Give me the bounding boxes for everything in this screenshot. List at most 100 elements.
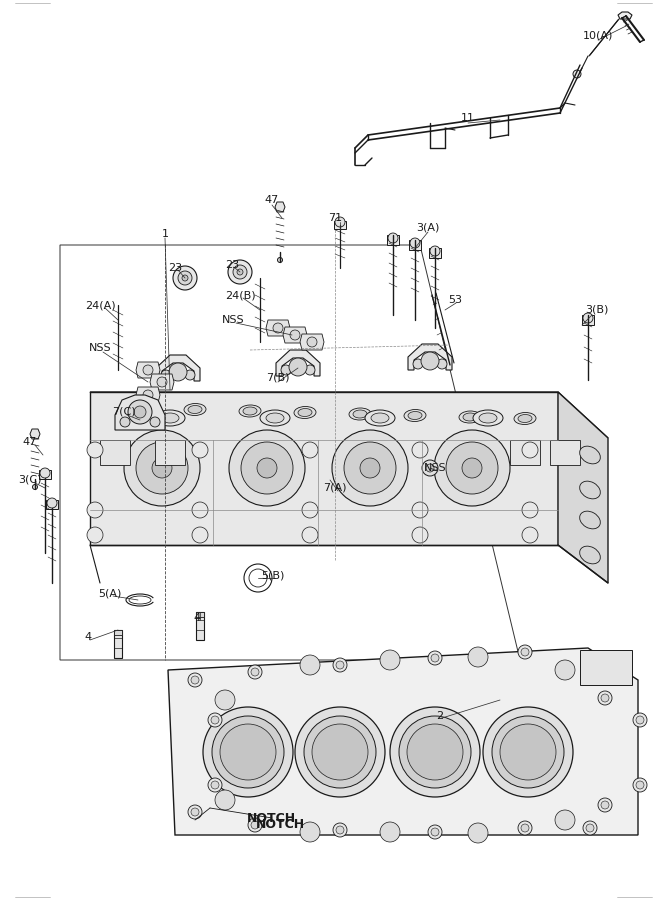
Circle shape [412, 442, 428, 458]
Circle shape [586, 824, 594, 832]
Text: NOTCH: NOTCH [246, 812, 295, 824]
Circle shape [462, 458, 482, 478]
Text: 7(B): 7(B) [266, 373, 289, 383]
Circle shape [431, 654, 439, 662]
Circle shape [289, 358, 307, 376]
Circle shape [152, 458, 172, 478]
Ellipse shape [365, 410, 395, 426]
Polygon shape [275, 202, 285, 212]
Bar [334, 221, 346, 229]
Circle shape [273, 323, 283, 333]
Polygon shape [276, 350, 320, 376]
Circle shape [421, 352, 439, 370]
Text: 71: 71 [328, 213, 342, 223]
Circle shape [302, 442, 318, 458]
Circle shape [211, 781, 219, 789]
Text: 2: 2 [436, 711, 444, 721]
Polygon shape [408, 344, 452, 370]
Ellipse shape [473, 410, 503, 426]
Text: 5(A): 5(A) [98, 588, 121, 598]
Circle shape [583, 653, 597, 667]
Circle shape [380, 650, 400, 670]
Circle shape [212, 716, 284, 788]
Polygon shape [283, 327, 307, 343]
Circle shape [410, 238, 420, 248]
Circle shape [251, 821, 259, 829]
Text: 4: 4 [193, 613, 201, 623]
Circle shape [277, 257, 283, 263]
Circle shape [521, 648, 529, 656]
Bar [155, 440, 185, 465]
Circle shape [251, 668, 259, 676]
Text: NSS: NSS [89, 343, 111, 353]
Circle shape [335, 217, 345, 227]
Circle shape [281, 365, 291, 375]
Circle shape [248, 818, 262, 832]
Circle shape [521, 824, 529, 832]
Circle shape [390, 707, 480, 797]
Circle shape [185, 370, 195, 380]
Polygon shape [115, 395, 165, 430]
Bar [409, 240, 421, 250]
Circle shape [47, 498, 57, 508]
Polygon shape [150, 374, 174, 390]
Bar [510, 440, 540, 465]
Circle shape [87, 527, 103, 543]
Circle shape [430, 246, 440, 256]
Ellipse shape [518, 415, 532, 422]
Text: 23: 23 [168, 263, 182, 273]
Circle shape [233, 265, 247, 279]
Circle shape [426, 464, 434, 472]
Polygon shape [168, 648, 638, 835]
Circle shape [215, 690, 235, 710]
Ellipse shape [479, 413, 497, 423]
Circle shape [192, 442, 208, 458]
Ellipse shape [161, 413, 179, 423]
Ellipse shape [260, 410, 290, 426]
Circle shape [178, 271, 192, 285]
Circle shape [241, 442, 293, 494]
Circle shape [188, 805, 202, 819]
Circle shape [555, 660, 575, 680]
Circle shape [300, 822, 320, 842]
Circle shape [412, 527, 428, 543]
Polygon shape [136, 362, 160, 378]
Circle shape [428, 825, 442, 839]
Ellipse shape [580, 511, 600, 529]
Circle shape [220, 724, 276, 780]
Circle shape [399, 716, 471, 788]
Circle shape [134, 406, 146, 418]
Circle shape [598, 798, 612, 812]
Ellipse shape [580, 446, 600, 464]
Circle shape [188, 673, 202, 687]
Ellipse shape [514, 412, 536, 425]
Circle shape [583, 821, 597, 835]
Circle shape [257, 458, 277, 478]
Circle shape [428, 651, 442, 665]
Ellipse shape [133, 404, 147, 412]
Circle shape [237, 269, 243, 275]
Ellipse shape [404, 410, 426, 421]
Circle shape [33, 484, 37, 490]
Ellipse shape [266, 413, 284, 423]
Circle shape [412, 502, 428, 518]
Ellipse shape [371, 413, 389, 423]
Circle shape [468, 823, 488, 843]
Circle shape [388, 233, 398, 243]
Bar [39, 470, 51, 479]
Circle shape [305, 365, 315, 375]
Polygon shape [266, 320, 290, 336]
Circle shape [192, 502, 208, 518]
Circle shape [211, 716, 219, 724]
Circle shape [336, 661, 344, 669]
Circle shape [208, 713, 222, 727]
Circle shape [290, 330, 300, 340]
Circle shape [215, 790, 235, 810]
Circle shape [87, 502, 103, 518]
Polygon shape [300, 334, 324, 350]
Ellipse shape [353, 410, 367, 418]
Circle shape [633, 778, 647, 792]
Circle shape [295, 707, 385, 797]
Circle shape [136, 442, 188, 494]
Circle shape [248, 665, 262, 679]
